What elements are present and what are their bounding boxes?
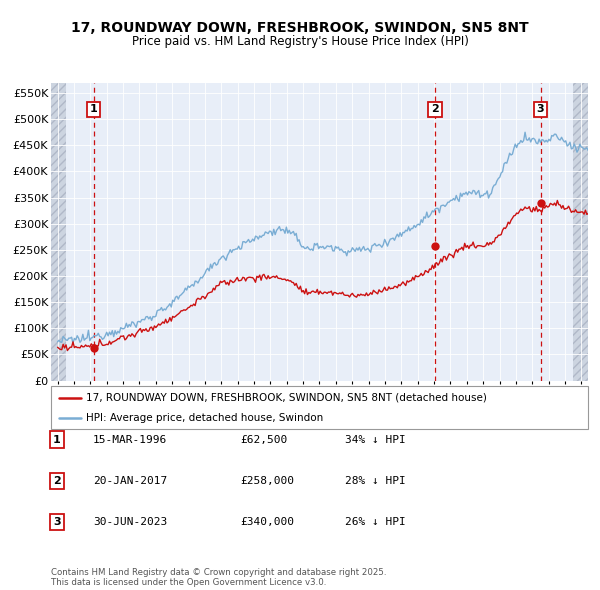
Text: 2: 2 (53, 476, 61, 486)
Text: 17, ROUNDWAY DOWN, FRESHBROOK, SWINDON, SN5 8NT (detached house): 17, ROUNDWAY DOWN, FRESHBROOK, SWINDON, … (86, 393, 487, 403)
Text: 28% ↓ HPI: 28% ↓ HPI (345, 476, 406, 486)
Text: Contains HM Land Registry data © Crown copyright and database right 2025.
This d: Contains HM Land Registry data © Crown c… (51, 568, 386, 587)
Text: £258,000: £258,000 (240, 476, 294, 486)
Text: HPI: Average price, detached house, Swindon: HPI: Average price, detached house, Swin… (86, 414, 323, 423)
Text: £62,500: £62,500 (240, 435, 287, 444)
Text: 30-JUN-2023: 30-JUN-2023 (93, 517, 167, 527)
Text: 3: 3 (537, 104, 544, 114)
Text: Price paid vs. HM Land Registry's House Price Index (HPI): Price paid vs. HM Land Registry's House … (131, 35, 469, 48)
Text: 1: 1 (53, 435, 61, 444)
Text: 1: 1 (90, 104, 98, 114)
Text: 34% ↓ HPI: 34% ↓ HPI (345, 435, 406, 444)
Text: 2: 2 (431, 104, 439, 114)
Text: 15-MAR-1996: 15-MAR-1996 (93, 435, 167, 444)
Text: 3: 3 (53, 517, 61, 527)
Text: £340,000: £340,000 (240, 517, 294, 527)
Text: 17, ROUNDWAY DOWN, FRESHBROOK, SWINDON, SN5 8NT: 17, ROUNDWAY DOWN, FRESHBROOK, SWINDON, … (71, 21, 529, 35)
Text: 26% ↓ HPI: 26% ↓ HPI (345, 517, 406, 527)
Text: 20-JAN-2017: 20-JAN-2017 (93, 476, 167, 486)
